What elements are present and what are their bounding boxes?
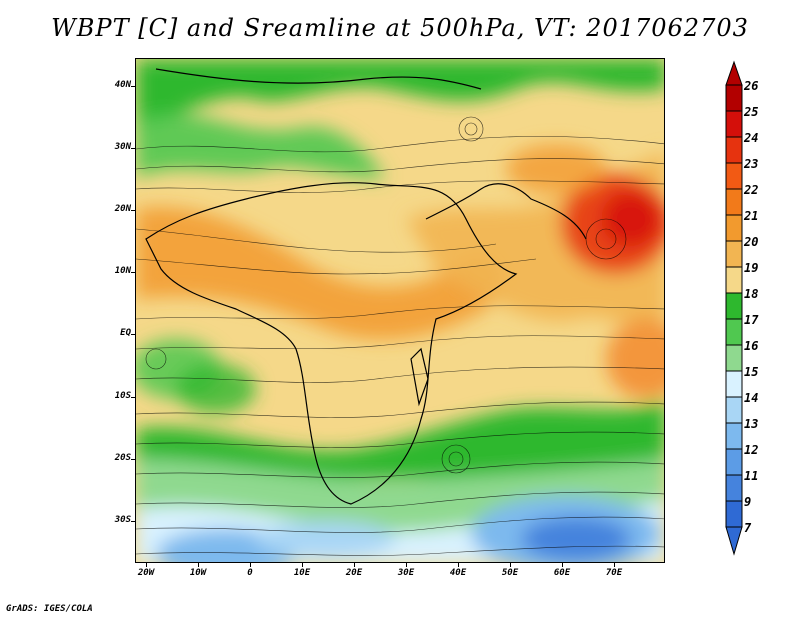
- lat-tick: [131, 210, 136, 211]
- lat-tick: [131, 272, 136, 273]
- lon-label-10w: 10W: [189, 568, 207, 578]
- lat-label-10s: 10S: [114, 391, 131, 401]
- lon-label-10e: 10E: [293, 568, 311, 578]
- colorbar-label-11: 11: [744, 469, 759, 483]
- lat-label-10n: 10N: [114, 266, 131, 276]
- lon-label-0: 0: [247, 568, 253, 578]
- colorbar-label-7: 7: [744, 521, 752, 535]
- colorbar-label-23: 23: [744, 157, 759, 171]
- lon-tick: [614, 562, 615, 567]
- colorbar-label-16: 16: [744, 339, 759, 353]
- lat-tick: [131, 521, 136, 522]
- colorbar-label-26: 26: [744, 79, 759, 93]
- lat-tick: [131, 459, 136, 460]
- lon-label-50e: 50E: [501, 568, 519, 578]
- lon-label-20w: 20W: [137, 568, 155, 578]
- lon-tick: [406, 562, 407, 567]
- lat-label-20n: 20N: [114, 204, 131, 214]
- colorbar-label-13: 13: [744, 417, 759, 431]
- lat-label-eq: EQ: [120, 328, 131, 338]
- lon-label-30e: 30E: [397, 568, 415, 578]
- lat-tick: [131, 86, 136, 87]
- lon-tick: [510, 562, 511, 567]
- lon-tick: [354, 562, 355, 567]
- lat-label-30s: 30S: [114, 515, 131, 525]
- lon-tick: [250, 562, 251, 567]
- wbpt-map: [136, 59, 664, 562]
- lon-label-40e: 40E: [449, 568, 467, 578]
- lat-tick: [131, 397, 136, 398]
- map-panel: [135, 58, 665, 563]
- lat-label-40n: 40N: [114, 80, 131, 90]
- colorbar-label-21: 21: [744, 209, 759, 223]
- colorbar-label-18: 18: [744, 287, 759, 301]
- lon-label-70e: 70E: [605, 568, 623, 578]
- lon-label-60e: 60E: [553, 568, 571, 578]
- lat-label-20s: 20S: [114, 453, 131, 463]
- colorbar-label-17: 17: [744, 313, 759, 327]
- colorbar-label-24: 24: [744, 131, 759, 145]
- colorbar-label-15: 15: [744, 365, 759, 379]
- colorbar-label-9: 9: [744, 495, 752, 509]
- lon-label-20e: 20E: [345, 568, 363, 578]
- lon-tick: [302, 562, 303, 567]
- colorbar: [725, 60, 743, 556]
- lon-tick: [146, 562, 147, 567]
- grads-credit: GrADS: IGES/COLA: [6, 604, 93, 614]
- lon-tick: [458, 562, 459, 567]
- colorbar-label-12: 12: [744, 443, 759, 457]
- lat-tick: [131, 148, 136, 149]
- colorbar-label-20: 20: [744, 235, 759, 249]
- colorbar-label-14: 14: [744, 391, 759, 405]
- lon-tick: [198, 562, 199, 567]
- lon-tick: [562, 562, 563, 567]
- chart-title: WBPT [C] and Sreamline at 500hPa, VT: 20…: [51, 14, 749, 42]
- colorbar-label-22: 22: [744, 183, 759, 197]
- colorbar-label-19: 19: [744, 261, 759, 275]
- colorbar-label-25: 25: [744, 105, 759, 119]
- lat-tick: [131, 334, 136, 335]
- lat-label-30n: 30N: [114, 142, 131, 152]
